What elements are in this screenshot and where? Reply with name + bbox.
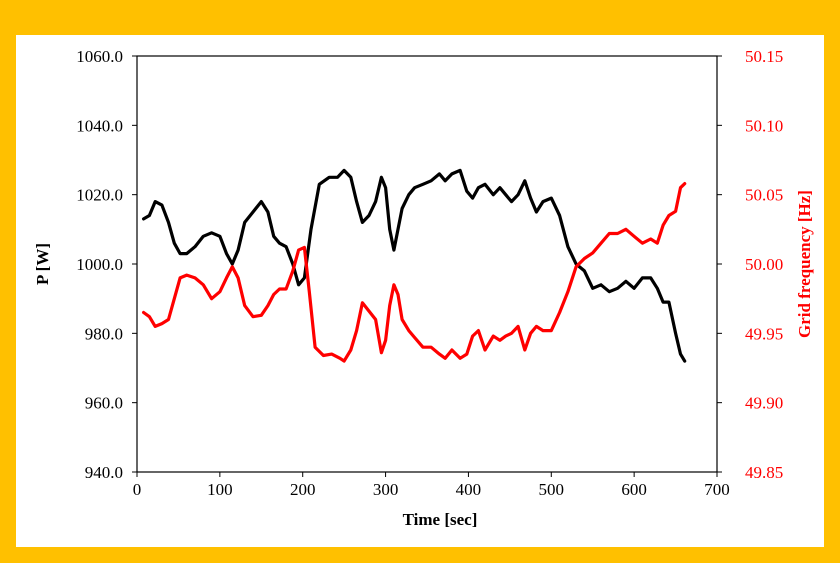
x-tick-label: 300: [373, 480, 399, 499]
x-tick-label: 100: [207, 480, 233, 499]
y2-tick-label: 49.95: [745, 324, 783, 343]
x-tick-label: 400: [456, 480, 482, 499]
frequency-series-line: [142, 182, 687, 363]
y-tick-label: 980.0: [85, 324, 123, 343]
x-tick-label: 0: [133, 480, 142, 499]
power-series-line: [142, 168, 687, 363]
y2-tick-label: 49.85: [745, 463, 783, 482]
y2-tick-label: 50.15: [745, 47, 783, 66]
y2-axis-title: Grid frequency [Hz]: [795, 190, 814, 338]
y-tick-label: 1040.0: [76, 116, 123, 135]
y2-tick-label: 50.10: [745, 116, 783, 135]
y2-tick-label: 49.90: [745, 394, 783, 413]
x-axis-title: Time [sec]: [403, 510, 478, 529]
x-tick-label: 600: [621, 480, 647, 499]
y2-tick-label: 50.00: [745, 255, 783, 274]
y-tick-label: 940.0: [85, 463, 123, 482]
y-tick-label: 1020.0: [76, 186, 123, 205]
plot-area-frame: [136, 55, 718, 473]
x-tick-label: 200: [290, 480, 316, 499]
chart-panel: [16, 35, 824, 547]
y-tick-label: 1000.0: [76, 255, 123, 274]
y2-tick-label: 50.05: [745, 186, 783, 205]
x-tick-label: 700: [704, 480, 730, 499]
x-tick-label: 500: [539, 480, 565, 499]
y-tick-label: 960.0: [85, 394, 123, 413]
y-tick-label: 1060.0: [76, 47, 123, 66]
y-axis-title: P [W]: [33, 243, 52, 285]
